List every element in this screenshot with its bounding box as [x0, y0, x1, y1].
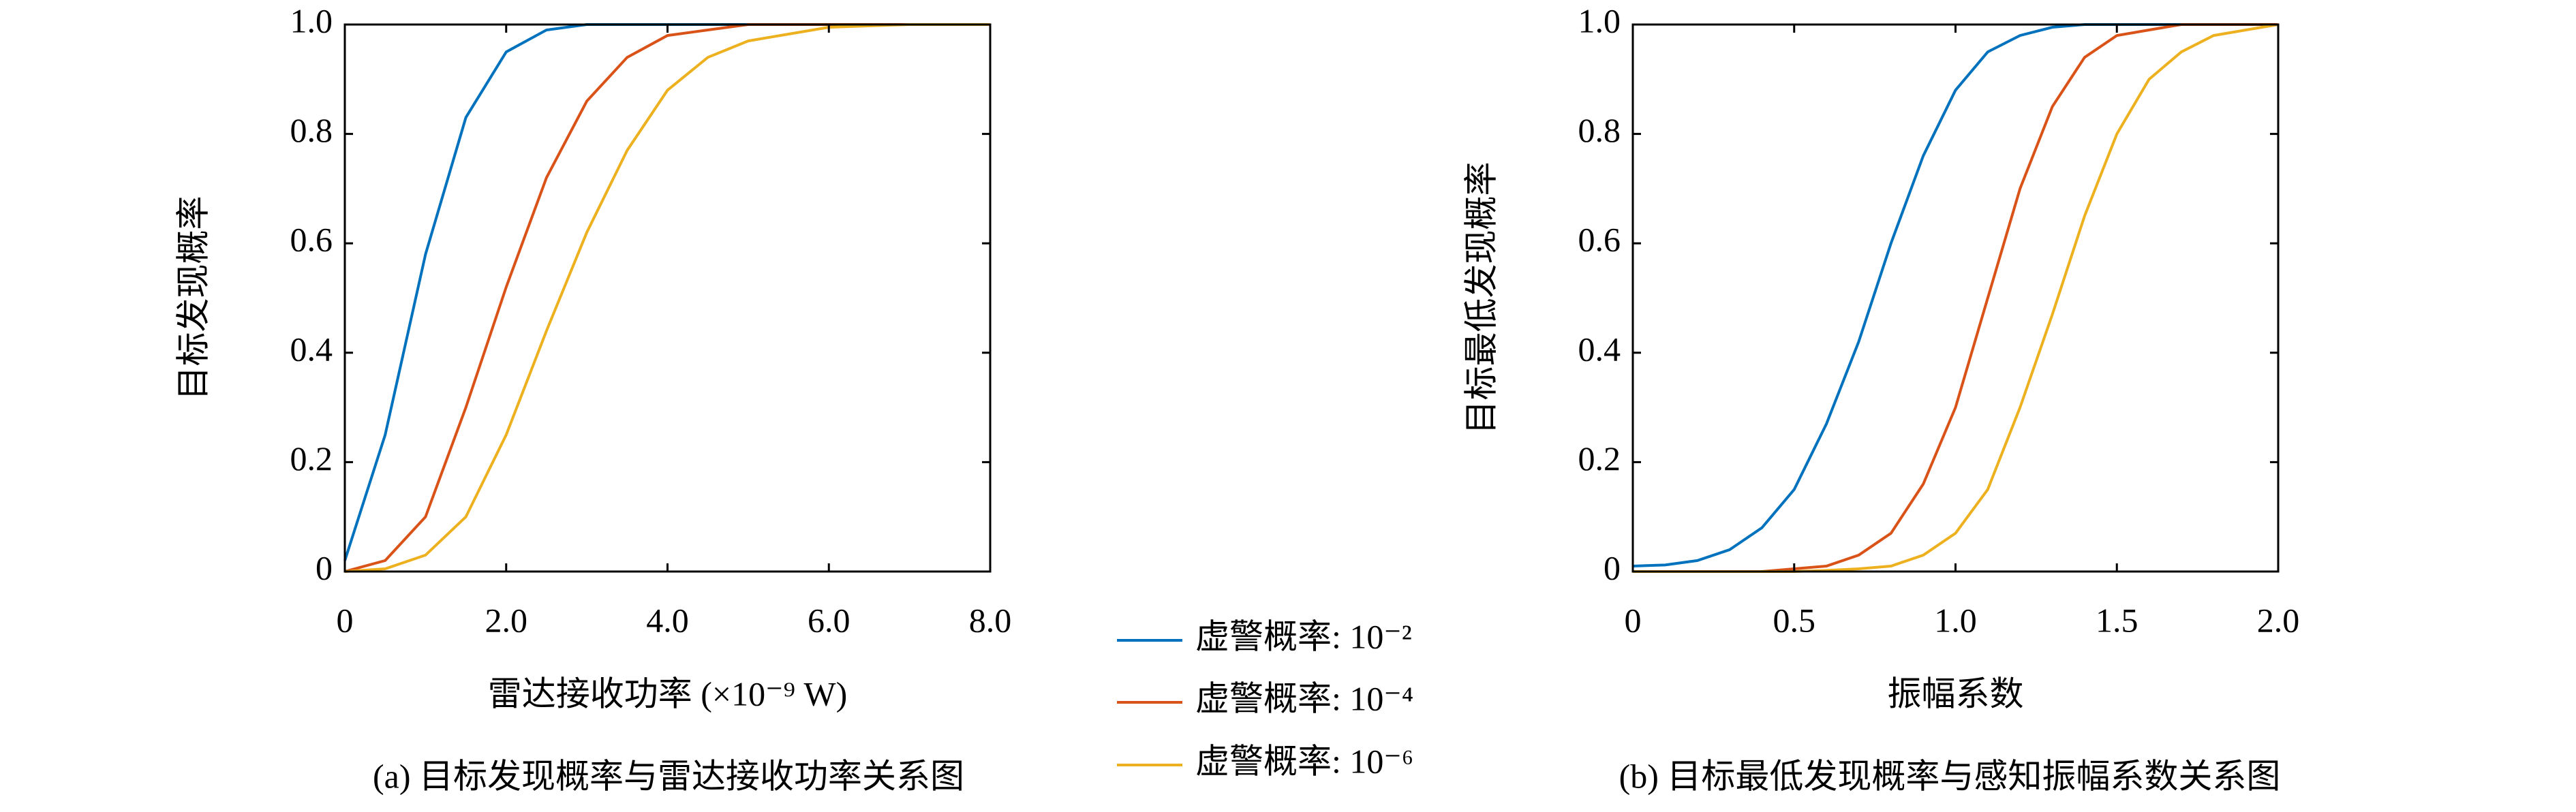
y-axis-label: 目标最低发现概率: [1462, 162, 1500, 435]
series-line: [1633, 23, 2278, 573]
y-tick-label: 0.4: [290, 330, 333, 368]
x-tick-label: 0: [1625, 601, 1642, 639]
x-axis-label: 振幅系数: [1888, 674, 2024, 713]
y-tick-label: 1.0: [1578, 1, 1621, 40]
x-tick-label: 0: [337, 601, 354, 639]
y-axis-label: 目标发现概率: [174, 196, 212, 401]
series-line: [343, 23, 990, 561]
series-line: [1632, 23, 2278, 567]
x-tick-label: 1.0: [1934, 601, 1977, 639]
y-tick-label: 0.4: [1578, 330, 1621, 368]
x-tick-label: 1.5: [2096, 601, 2138, 639]
x-tick-label: 0.5: [1773, 601, 1816, 639]
y-tick-label: 0.6: [1578, 221, 1621, 259]
caption: (b) 目标最低发现概率与感知振幅系数关系图: [1619, 757, 2281, 795]
x-tick-label: 6.0: [808, 601, 850, 639]
series-line: [344, 23, 990, 573]
series-line: [1633, 23, 2279, 573]
y-tick-label: 1.0: [290, 1, 333, 40]
caption: (a) 目标发现概率与雷达接收功率关系图: [373, 757, 964, 795]
y-tick-label: 0.6: [290, 221, 333, 259]
legend-label: 虚警概率: 10⁻⁶: [1195, 742, 1413, 780]
y-tick-label: 0.2: [1578, 439, 1621, 478]
series-line: [344, 23, 990, 573]
y-tick-label: 0: [316, 548, 333, 587]
y-tick-label: 0.8: [290, 111, 333, 149]
y-tick-label: 0: [1604, 548, 1621, 587]
x-tick-label: 4.0: [646, 601, 689, 639]
y-tick-label: 0.2: [290, 439, 333, 478]
x-tick-label: 2.0: [2257, 601, 2300, 639]
x-tick-label: 2.0: [485, 601, 528, 639]
x-tick-label: 8.0: [969, 601, 1012, 639]
plot-frame: [343, 23, 992, 573]
legend-label: 虚警概率: 10⁻²: [1195, 617, 1412, 655]
legend-label: 虚警概率: 10⁻⁴: [1195, 679, 1413, 717]
y-tick-label: 0.8: [1578, 111, 1621, 149]
x-axis-label: 雷达接收功率 (×10⁻⁹ W): [488, 674, 848, 713]
plot-frame: [1631, 23, 2280, 573]
